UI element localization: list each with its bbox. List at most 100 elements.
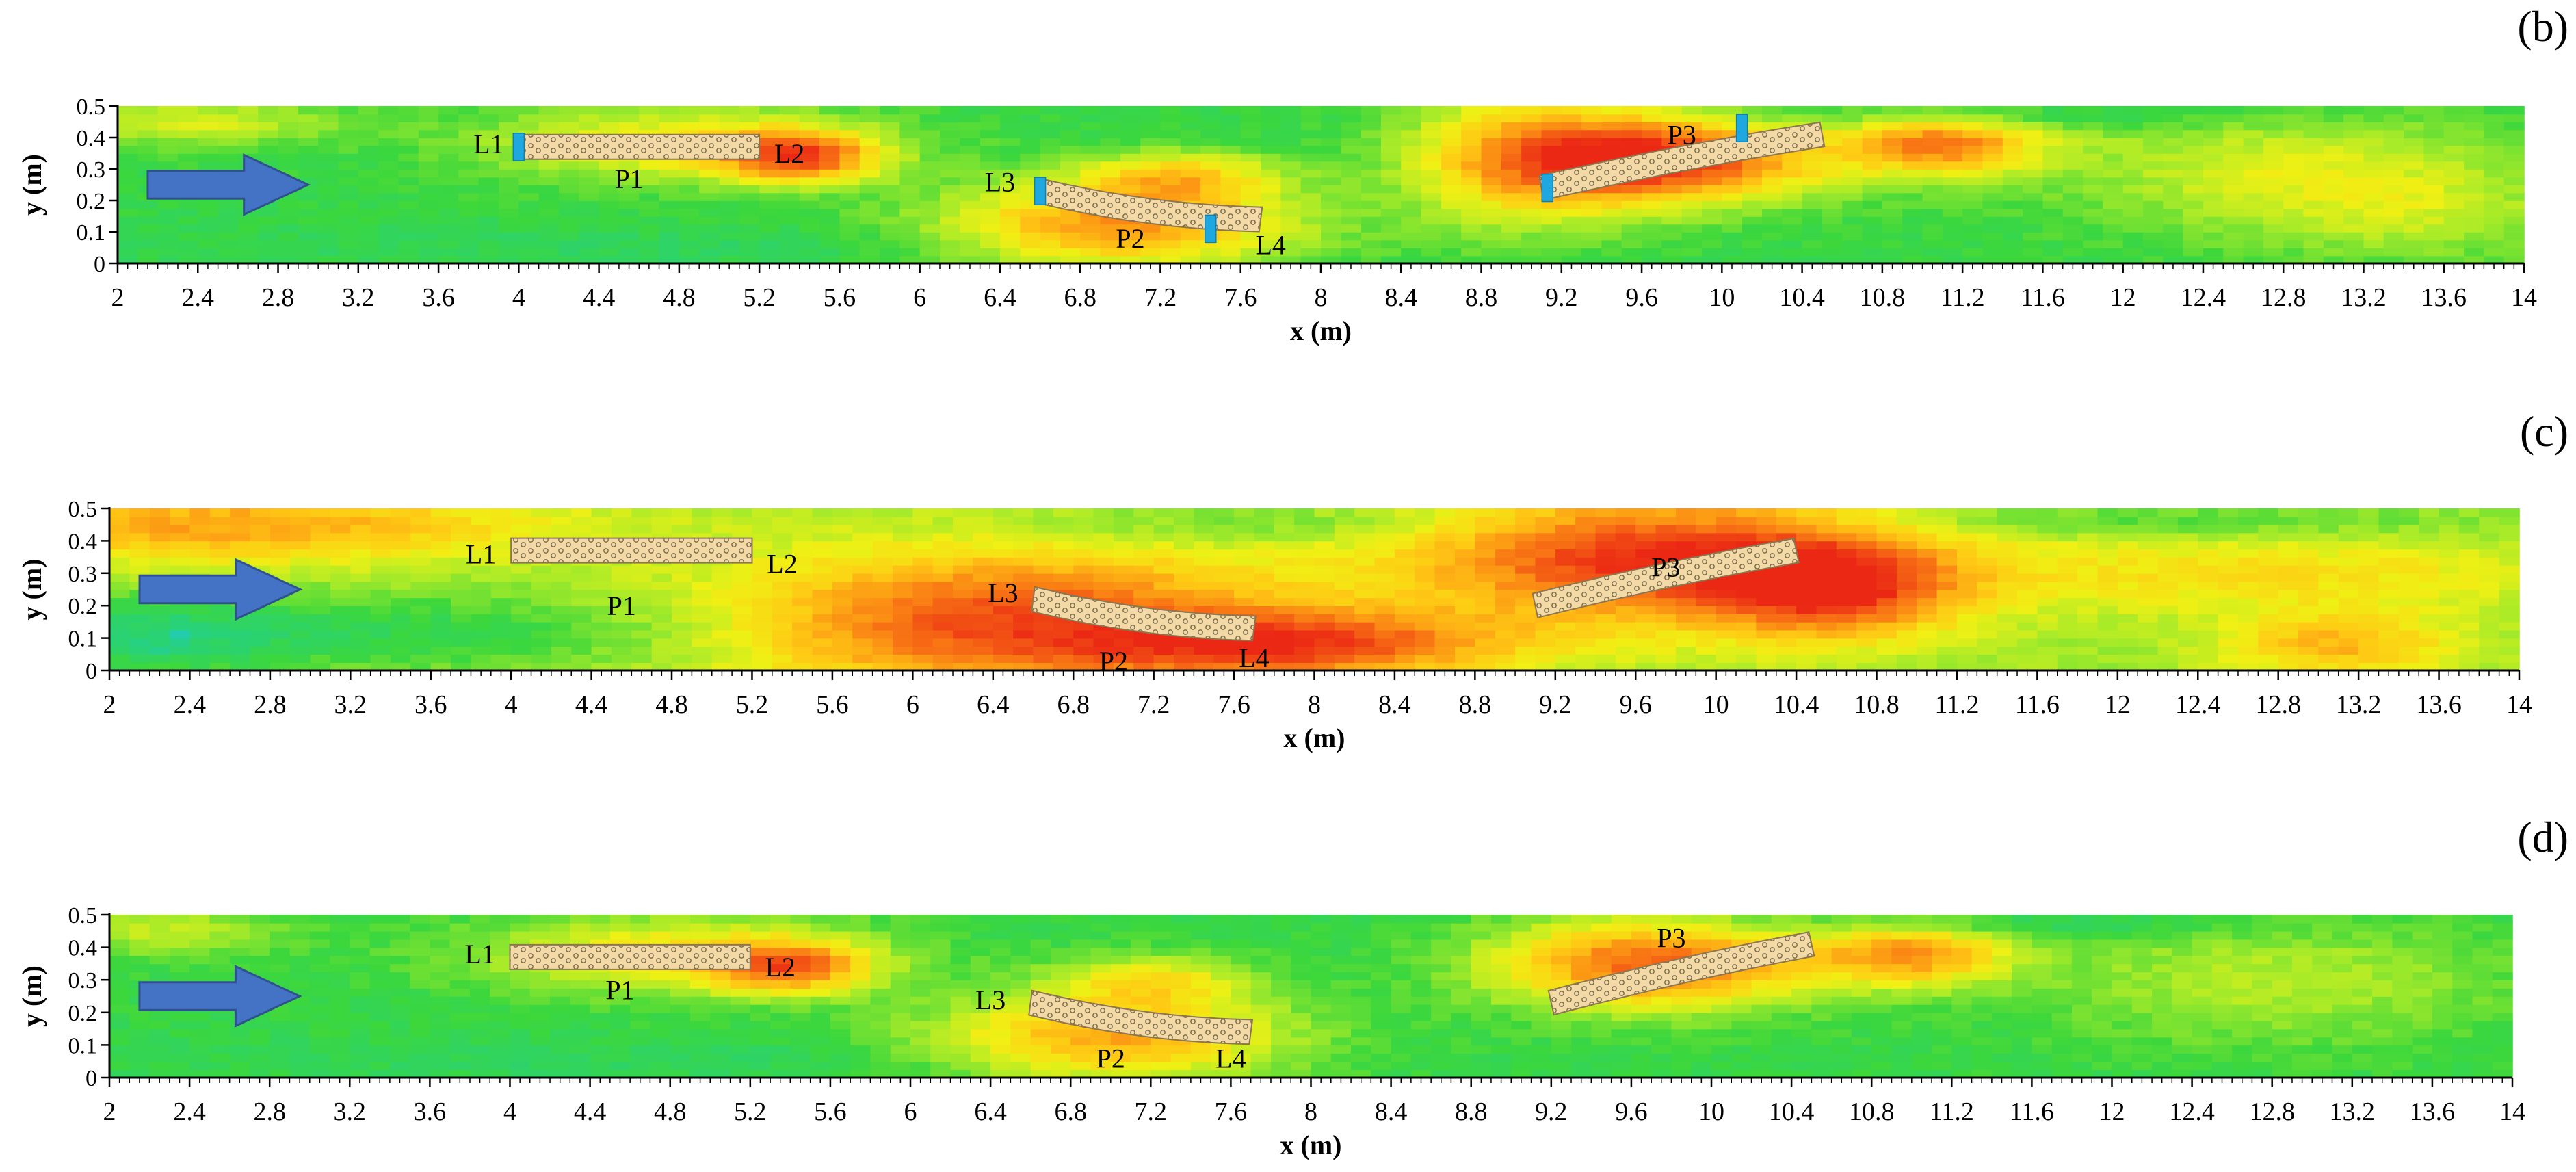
heatmap-cell [1535, 557, 1556, 566]
heatmap-cell [1541, 138, 1562, 146]
heatmap-cell [2258, 557, 2279, 566]
heatmap-cell [1040, 169, 1061, 178]
heatmap-cell [1100, 106, 1121, 115]
heatmap-cell [430, 614, 451, 623]
heatmap-cell [1776, 589, 1797, 599]
heatmap-cell [1681, 232, 1703, 241]
heatmap-cell [1561, 200, 1582, 209]
heatmap-cell [1842, 208, 1863, 217]
heatmap-cell [859, 185, 880, 194]
heatmap-cell [1876, 573, 1897, 582]
heatmap-cell [899, 185, 921, 194]
heatmap-cell [370, 508, 391, 517]
heatmap-cell [2443, 248, 2465, 257]
heatmap-cell [1742, 177, 1763, 185]
heatmap-cell [518, 106, 540, 115]
heatmap-cell [759, 161, 780, 170]
heatmap-cell [1977, 564, 1998, 574]
heatmap-cell [290, 516, 311, 525]
heatmap-cell [2484, 161, 2505, 170]
heatmap-cell [209, 564, 231, 574]
heatmap-cell [2404, 161, 2425, 170]
heatmap-cell [999, 185, 1021, 194]
heatmap-cell [118, 177, 139, 185]
heatmap-cell [1153, 662, 1174, 671]
heatmap-cell [330, 557, 352, 566]
heatmap-cell [230, 638, 251, 647]
heatmap-cell [1321, 129, 1342, 138]
heatmap-cell [1254, 573, 1275, 582]
heatmap-cell [912, 662, 934, 671]
heatmap-cell [2443, 216, 2465, 225]
heatmap-cell [772, 638, 793, 647]
heatmap-cell [1796, 524, 1817, 534]
heatmap-cell [2223, 122, 2244, 131]
heatmap-cell [1033, 621, 1054, 631]
heatmap-cell [932, 605, 954, 614]
heatmap-cell [1300, 255, 1322, 264]
heatmap-cell [1635, 662, 1657, 671]
heatmap-cell [1213, 532, 1235, 542]
heatmap-cell [490, 581, 512, 590]
heatmap-cell [1300, 161, 1322, 170]
heatmap-cell [2283, 145, 2304, 154]
heatmap-cell [298, 169, 319, 178]
heatmap-cell [2138, 524, 2159, 534]
heatmap-cell [1401, 169, 1422, 178]
heatmap-cell [1776, 524, 1797, 534]
heatmap-cell [278, 161, 299, 170]
heatmap-cell [1541, 122, 1562, 131]
heatmap-cell [973, 597, 994, 606]
heatmap-cell [2002, 161, 2023, 170]
heatmap-cell [558, 185, 580, 194]
heatmap-cell [1173, 541, 1195, 550]
heatmap-cell [699, 216, 720, 225]
heatmap-cell [932, 614, 954, 623]
heatmap-cell [2083, 145, 2104, 154]
heatmap-cell [2198, 646, 2219, 655]
heatmap-cell [1736, 621, 1757, 631]
heatmap-cell [1441, 129, 1462, 138]
heatmap-cell [1621, 129, 1642, 138]
heatmap-cell [430, 589, 451, 599]
heatmap-cell [759, 169, 780, 178]
heatmap-cell [2122, 145, 2144, 154]
heatmap-cell [2023, 129, 2044, 138]
heatmap-cell [1722, 177, 1743, 185]
heatmap-cell [2062, 224, 2084, 233]
heatmap-cell [1194, 573, 1215, 582]
heatmap-cell [218, 216, 239, 225]
heatmap-cell [1140, 232, 1161, 241]
heatmap-cell [1294, 524, 1315, 534]
heatmap-cell [932, 532, 954, 542]
heatmap-cell [2423, 106, 2445, 115]
heatmap-cell [1842, 114, 1863, 122]
heatmap-cell [2298, 654, 2319, 663]
heatmap-cell [1060, 248, 1081, 257]
heatmap-cell [1300, 177, 1322, 185]
heatmap-cell [1942, 185, 1963, 194]
heatmap-cell [1294, 564, 1315, 574]
heatmap-cell [739, 106, 760, 115]
heatmap-cell [2343, 169, 2365, 178]
heatmap-cell [1936, 662, 1958, 671]
heatmap-cell [451, 549, 472, 558]
heatmap-cell [478, 161, 499, 170]
heatmap-cell [892, 549, 914, 558]
heatmap-cell [2122, 200, 2144, 209]
heatmap-cell [1140, 114, 1161, 122]
heatmap-cell [1555, 614, 1576, 623]
heatmap-cell [2177, 605, 2199, 614]
heatmap-cell [1455, 646, 1476, 655]
heatmap-cell [511, 654, 532, 663]
heatmap-cell [2343, 185, 2365, 194]
heatmap-cell [1936, 654, 1958, 663]
heatmap-cell [699, 255, 720, 264]
heatmap-cell [1401, 122, 1422, 131]
heatmap-cell [2083, 216, 2104, 225]
heatmap-cell [1314, 564, 1335, 574]
heatmap-cell [2423, 216, 2445, 225]
heatmap-cell [1240, 232, 1261, 241]
heatmap-cell [919, 161, 941, 170]
heatmap-cell [772, 589, 793, 599]
